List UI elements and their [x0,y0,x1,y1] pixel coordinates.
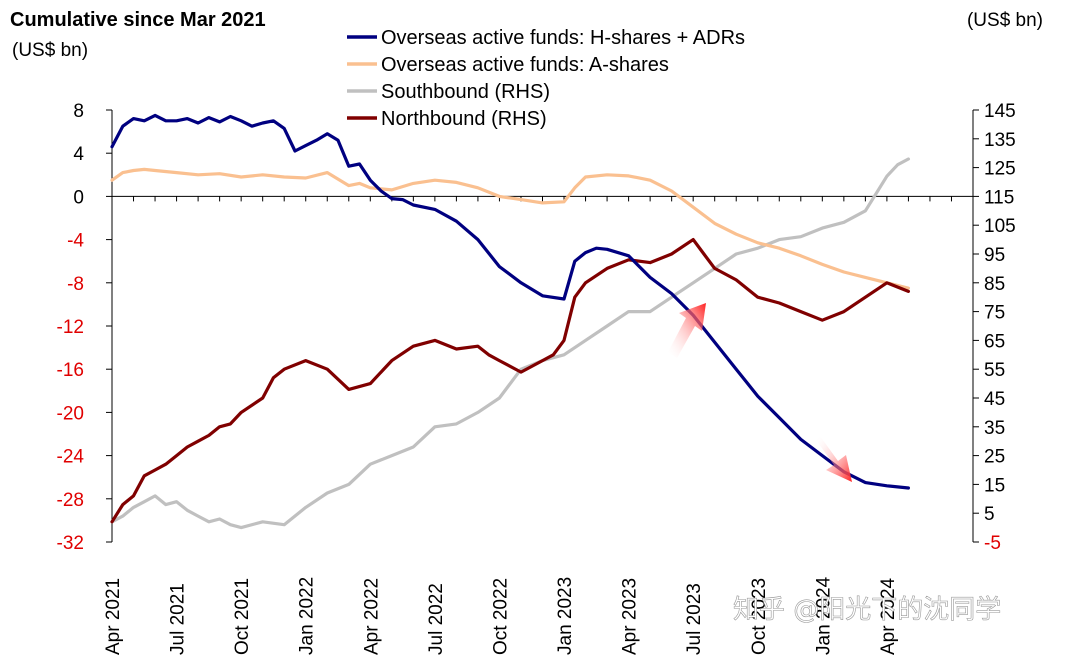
left-tick-label: -8 [67,274,84,295]
right-tick-label: 145 [984,101,1016,122]
right-tick-label: 135 [984,130,1016,151]
left-tick-label: 4 [73,144,84,165]
right-tick-label: -5 [984,533,1001,554]
left-tick-label: -32 [57,533,84,554]
legend-label: Southbound (RHS) [381,81,550,103]
right-tick-label: 125 [984,159,1016,180]
legend: Overseas active funds: H-shares + ADRs Ov… [347,27,745,130]
series-lines [110,113,911,530]
right-tick-label: 65 [984,331,1005,352]
right-tick-label: 45 [984,389,1005,410]
red-up-arrow [668,303,706,358]
left-tick-label: 0 [73,187,84,208]
chart-title: Cumulative since Mar 2021 [10,9,266,31]
left-tick-label: 8 [73,101,84,122]
legend-label: Northbound (RHS) [381,108,547,130]
series-line-southbound-rhs [110,157,911,530]
right-axis-unit: (US$ bn) [967,10,1043,31]
x-tick-label: Oct 2021 [232,578,253,655]
x-tick-label: Jul 2023 [684,583,705,655]
x-tick-label: Jan 2024 [813,576,834,655]
series-line-overseas-active-funds-h-shares-adrs [110,113,911,490]
right-tick-label: 5 [984,504,995,525]
x-tick-label: Apr 2021 [103,578,124,655]
x-tick-label: Jul 2021 [168,583,189,655]
left-tick-label: -20 [57,403,84,424]
left-tick-label: -4 [67,231,84,252]
x-tick-label: Oct 2022 [490,578,511,655]
x-tick-label: Oct 2023 [749,578,770,655]
series-line-northbound-rhs [110,238,911,524]
x-tick-label: Apr 2023 [620,578,641,655]
left-tick-label: -28 [57,490,84,511]
left-axis-ticks: 8 4 0 -4 -8 -12 -16 -20 -24 -28 -32 [57,101,112,554]
red-down-arrow [816,436,852,482]
watermark: 知乎 @阳光下的沈同学 [733,595,1001,625]
right-tick-label: 35 [984,418,1005,439]
left-tick-label: -12 [57,317,84,338]
x-tick-label: Apr 2024 [878,577,899,655]
right-tick-label: 105 [984,216,1016,237]
right-axis-ticks: 145 135 125 115 105 95 85 75 65 55 45 35 25 15 5 -5 [973,101,1016,554]
right-tick-label: 85 [984,274,1005,295]
x-tick-label: Jan 2023 [555,577,576,655]
legend-label: Overseas active funds: A-shares [381,54,669,76]
right-tick-label: 15 [984,475,1005,496]
right-tick-label: 95 [984,245,1005,266]
left-tick-label: -24 [57,447,85,468]
x-axis-ticks: Apr 2021 Jul 2021 Oct 2021 Jan 2022 Apr 2022… [103,196,974,655]
x-tick-label: Jul 2022 [426,583,447,655]
right-tick-label: 75 [984,303,1005,324]
x-tick-label: Apr 2022 [361,578,382,655]
series-line-overseas-active-funds-a-shares [110,167,911,290]
x-tick-label: Jan 2022 [297,577,318,655]
right-tick-label: 115 [984,187,1014,208]
right-tick-label: 25 [984,447,1005,468]
right-tick-label: 55 [984,360,1005,381]
legend-label: Overseas active funds: H-shares + ADRs [381,27,745,49]
left-tick-label: -16 [57,360,84,381]
left-axis-unit: (US$ bn) [12,40,88,61]
